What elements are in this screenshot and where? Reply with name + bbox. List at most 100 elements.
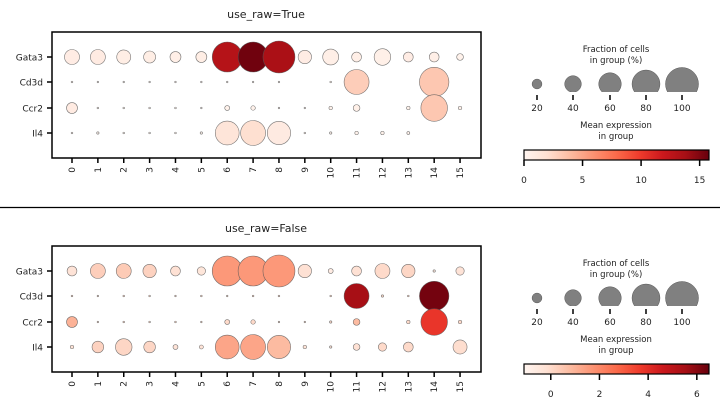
chart-title: use_raw=False [225,222,307,235]
size-legend-dot-60 [598,286,622,306]
dot-Il4-group-4 [174,131,177,135]
dot-Il4-group-3 [148,131,151,135]
x-tick-label: 8 [275,167,285,173]
dot-Ccr2-group-8 [277,106,281,110]
chart-title: use_raw=True [227,8,305,21]
dot-Cd3d-group-14 [419,66,450,98]
x-tick-label: 4 [171,381,181,387]
dot-Il4-group-2 [122,131,125,135]
dot-Il4-group-8 [266,335,291,359]
y-tick-label: Ccr2 [22,105,43,115]
size-legend-title: Fraction of cells [583,45,650,55]
x-tick-label: 12 [378,167,388,178]
x-tick-label: 2 [120,167,130,173]
dot-Ccr2-group-6 [224,319,231,325]
dot-Gata3-group-10 [327,268,334,274]
size-legend-label: 40 [567,104,579,114]
size-legend-title: in group (%) [590,56,643,66]
x-tick-label: 5 [197,167,207,173]
size-legend-title: in group (%) [590,270,643,280]
dot-Cd3d-group-8 [277,80,281,84]
size-legend-label: 60 [604,104,616,114]
x-tick-label: 11 [353,381,363,392]
dot-Gata3-group-12 [373,48,392,66]
dot-Il4-group-5 [199,344,204,350]
x-tick-label: 1 [94,167,104,173]
dot-Ccr2-group-3 [148,320,151,324]
y-tick-label: Cd3d [20,293,43,303]
dot-Il4-group-1 [96,131,100,135]
x-tick-label: 5 [197,381,207,387]
colorbar [523,363,710,375]
size-legend-label: 60 [604,318,616,328]
dot-Gata3-group-5 [196,266,206,276]
dot-Cd3d-group-2 [122,294,125,298]
x-tick-label: 15 [456,381,466,392]
dot-Ccr2-group-11 [352,104,361,112]
color-legend-title: Mean expression [580,121,652,131]
dot-Cd3d-group-11 [343,283,370,309]
x-tick-label: 3 [146,381,156,387]
axes-frame [51,245,482,373]
x-tick-label: 6 [223,381,233,387]
dot-Ccr2-group-15 [458,105,463,111]
dot-Gata3-group-6 [211,41,243,73]
y-tick-label: Gata3 [16,54,43,64]
dot-Il4-group-4 [172,344,179,350]
dot-Cd3d-group-1 [96,294,99,298]
dot-Cd3d-group-12 [380,294,384,298]
dot-Gata3-group-6 [211,255,243,287]
dot-Gata3-group-2 [115,263,132,279]
dot-Cd3d-group-11 [343,69,370,95]
dot-Ccr2-group-9 [303,106,306,110]
dot-Il4-group-9 [302,344,307,350]
dot-Gata3-group-4 [169,51,182,63]
dot-Il4-group-10 [329,345,333,349]
dot-Gata3-group-11 [351,265,362,277]
colorbar-tick-label: 15 [694,176,705,186]
dot-Ccr2-group-14 [420,308,448,336]
x-tick-label: 4 [171,167,181,173]
dot-Cd3d-group-7 [251,294,255,298]
dot-Cd3d-group-3 [148,294,151,298]
dot-Cd3d-group-4 [174,80,177,84]
dot-Il4-group-7 [240,334,266,360]
dot-Gata3-group-9 [297,264,312,278]
size-legend-label: 100 [673,104,690,114]
x-tick-label: 12 [378,381,388,392]
dot-Gata3-group-8 [262,40,296,74]
dot-Gata3-group-0 [64,49,80,65]
colorbar-tick-label: 2 [597,390,603,400]
dot-Cd3d-group-5 [200,294,203,298]
x-tick-label: 15 [456,167,466,178]
dot-Gata3-group-15 [456,53,464,61]
dot-Ccr2-group-10 [328,105,333,111]
dot-Il4-group-3 [143,340,156,354]
dot-Ccr2-group-4 [174,320,177,324]
size-legend-label: 20 [531,318,543,328]
colorbar-tick-label: 4 [645,390,651,400]
dot-Il4-group-2 [115,338,133,356]
size-legend-label: 40 [567,318,579,328]
dot-Ccr2-group-2 [122,106,125,110]
size-legend-dot-40 [564,289,582,306]
colorbar-tick-label: 6 [694,390,700,400]
x-tick-label: 7 [249,381,259,387]
x-tick-label: 13 [404,167,414,178]
dot-Ccr2-group-13 [406,319,411,325]
y-tick-label: Cd3d [20,79,43,89]
dot-Il4-group-0 [70,131,74,135]
colorbar-tick-label: 5 [580,176,586,186]
dot-Il4-group-8 [266,121,291,145]
dot-Gata3-group-13 [401,264,416,278]
size-legend-label: 20 [531,104,543,114]
dot-Gata3-group-3 [143,50,156,64]
dot-Ccr2-group-4 [174,106,177,110]
dot-Cd3d-group-2 [122,80,125,84]
dot-Gata3-group-12 [374,263,391,279]
dot-Ccr2-group-5 [200,320,203,324]
dot-Il4-group-0 [69,344,75,350]
